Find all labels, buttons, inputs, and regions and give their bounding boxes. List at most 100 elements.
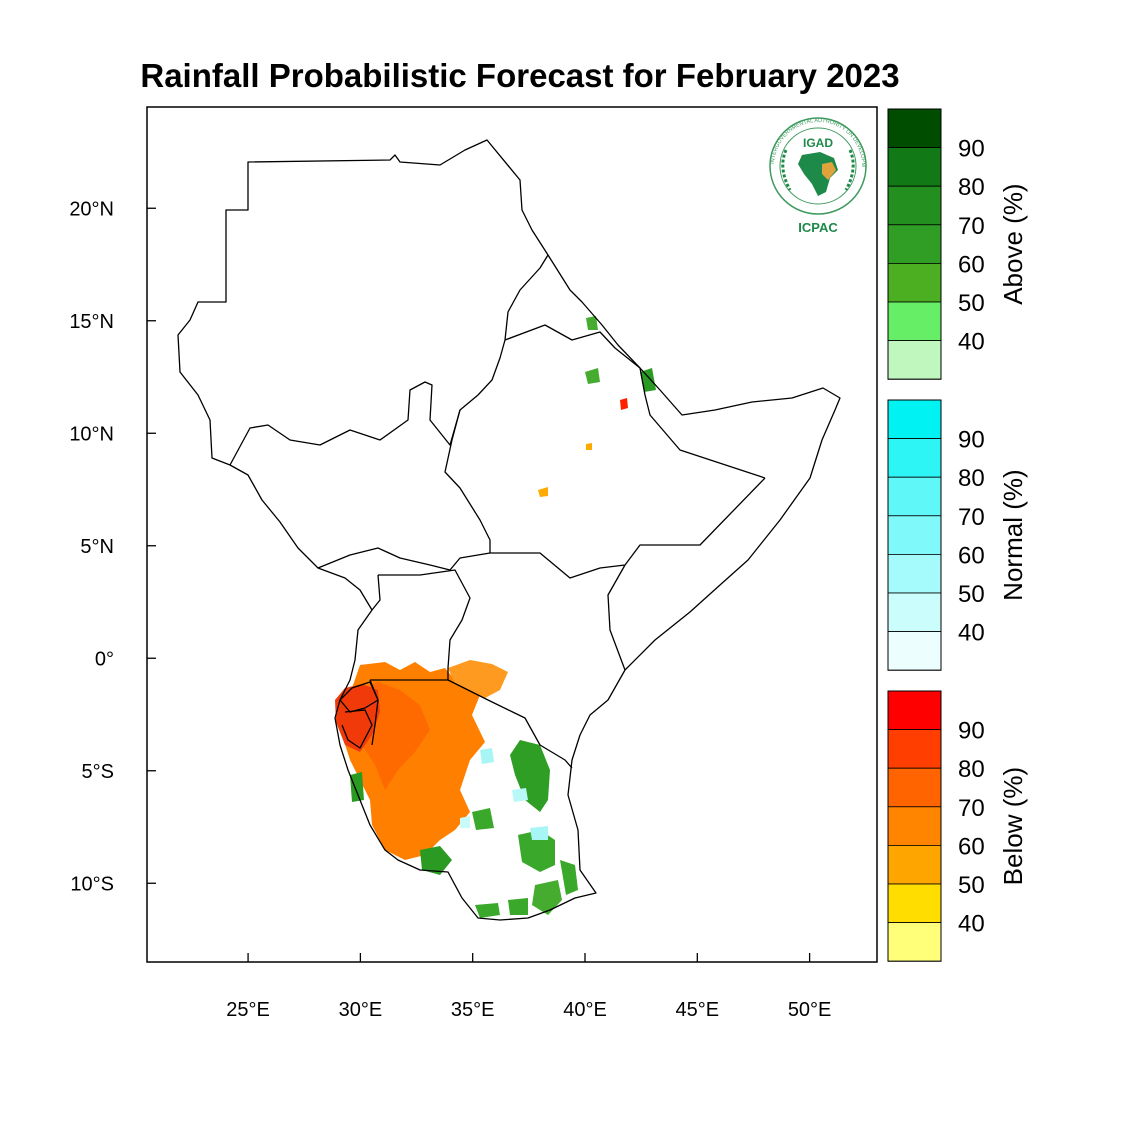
y-tick-label: 15°N [69, 311, 114, 333]
colorbar-3: 90 80 70 60 50 40 Below (%) [887, 690, 1028, 962]
colorbar-cell [887, 340, 942, 380]
colorbar-cell [887, 301, 942, 341]
colorbar-cell [887, 883, 942, 923]
border-uganda [371, 569, 471, 680]
colorbar-cell [887, 767, 942, 808]
colorbar-legends: 90 80 70 60 50 40 Above (%) 90 80 70 60 50 40 Normal … [887, 108, 1028, 962]
border-sudan-south-sudan [229, 339, 506, 466]
colorbar-title: Below (%) [998, 767, 1028, 885]
region-outline [177, 139, 841, 921]
above-patch-central [472, 808, 494, 830]
y-tick-label: 10°N [69, 423, 114, 445]
map-title: Rainfall Probabilistic Forecast for Febr… [140, 57, 900, 94]
colorbar-border [887, 690, 942, 962]
y-tick-label: 5°S [82, 761, 114, 783]
below-normal-patches [335, 398, 628, 860]
colorbar-cell [887, 922, 942, 962]
above-patch-ethiopia-north [585, 368, 600, 384]
colorbar-tick-label: 80 [958, 756, 985, 783]
colorbar-2: 90 80 70 60 50 40 Normal (%) [887, 399, 1028, 671]
colorbar-cell [887, 224, 942, 264]
above-patch-lake-tanganyika [350, 772, 364, 802]
logo-icpac-text: ICPAC [798, 220, 838, 235]
above-patch-tanzania-coast [560, 860, 578, 895]
y-tick-label: 5°N [80, 536, 114, 558]
colorbar-tick-label: 50 [958, 581, 985, 608]
below-patch-ethiopia-3 [586, 443, 592, 450]
normal-patch-3 [530, 826, 548, 840]
border-burundi [341, 709, 373, 749]
colorbar-cell [887, 845, 942, 885]
normal-patches [460, 748, 548, 840]
colorbar-tick-label: 40 [958, 329, 985, 356]
normal-patch-2 [512, 788, 528, 802]
border-ethiopia-west-south [444, 409, 766, 579]
logo-igad-text: IGAD [803, 136, 833, 150]
colorbar-tick-label: 60 [958, 542, 985, 569]
above-patch-tanzania-southeast [532, 880, 562, 915]
below-patch-ethiopia-1 [620, 398, 628, 410]
above-normal-patches [350, 316, 656, 918]
colorbar-tick-label: 70 [958, 213, 985, 240]
colorbar-cell [887, 438, 942, 478]
y-tick-label: 10°S [70, 873, 114, 895]
colorbar-tick-label: 80 [958, 174, 985, 201]
y-tick-label: 0° [95, 648, 114, 670]
colorbar-border [887, 399, 942, 671]
plot-frame [146, 106, 878, 963]
below-patch-lake-victoria [448, 660, 508, 698]
border-djibouti-somaliland [639, 367, 766, 479]
igad-region-icon [822, 162, 836, 180]
below-patch-ethiopia-2 [538, 487, 548, 497]
colorbar-cell [887, 185, 942, 226]
x-tick-label: 40°E [563, 999, 607, 1021]
colorbar-cell [887, 108, 942, 148]
normal-patch-4 [460, 816, 470, 828]
laurel-left-icon [781, 149, 792, 191]
colorbar-tick-label: 70 [958, 504, 985, 531]
laurel-right-icon [844, 149, 855, 191]
colorbar-tick-label: 40 [958, 620, 985, 647]
colorbar-tick-label: 50 [958, 290, 985, 317]
colorbar-tick-label: 90 [958, 427, 985, 454]
colorbar-cell [887, 399, 942, 439]
colorbar-tick-label: 50 [958, 872, 985, 899]
above-patch-tanzania-southwest [420, 846, 452, 875]
normal-patch-1 [480, 748, 494, 764]
x-tick-label: 45°E [676, 999, 720, 1021]
y-axis: 20°N 15°N 10°N 5°N 0° 5°S 10°S [69, 198, 156, 895]
colorbar-cell [887, 147, 942, 187]
border-sudan-ethiopia [504, 254, 549, 341]
colorbar-cell [887, 806, 942, 846]
x-axis: 25°E 30°E 35°E 40°E 45°E 50°E [226, 953, 831, 1021]
colorbar-tick-label: 60 [958, 833, 985, 860]
border-somalia-kenya [607, 564, 626, 671]
colorbar-cell [887, 262, 942, 303]
colorbar-tick-label: 80 [958, 465, 985, 492]
colorbar-cell [887, 554, 942, 594]
colorbar-tick-label: 90 [958, 136, 985, 163]
colorbar-tick-label: 90 [958, 718, 985, 745]
colorbar-tick-label: 60 [958, 251, 985, 278]
colorbar-tick-label: 70 [958, 795, 985, 822]
country-boundaries [177, 139, 841, 921]
colorbar-cell [887, 631, 942, 671]
border-kenya-tanzania [447, 679, 573, 769]
x-tick-label: 35°E [451, 999, 495, 1021]
colorbar-cell [887, 690, 942, 730]
y-tick-label: 20°N [69, 198, 114, 220]
colorbar-cell [887, 592, 942, 632]
above-patch-eritrea [586, 316, 598, 330]
x-tick-label: 25°E [226, 999, 270, 1021]
colorbar-border [887, 108, 942, 380]
colorbar-cell [887, 729, 942, 769]
above-patch-djibouti [640, 368, 656, 392]
border-south-sudan-uganda-drc [317, 547, 491, 571]
colorbar-title: Above (%) [998, 183, 1028, 304]
colorbar-cell [887, 515, 942, 555]
above-patch-south-strip [475, 903, 500, 918]
above-patch-south-strip-2 [508, 898, 528, 915]
colorbar-cell [887, 476, 942, 517]
colorbar-tick-label: 40 [958, 911, 985, 938]
colorbar-1: 90 80 70 60 50 40 Above (%) [887, 108, 1028, 380]
